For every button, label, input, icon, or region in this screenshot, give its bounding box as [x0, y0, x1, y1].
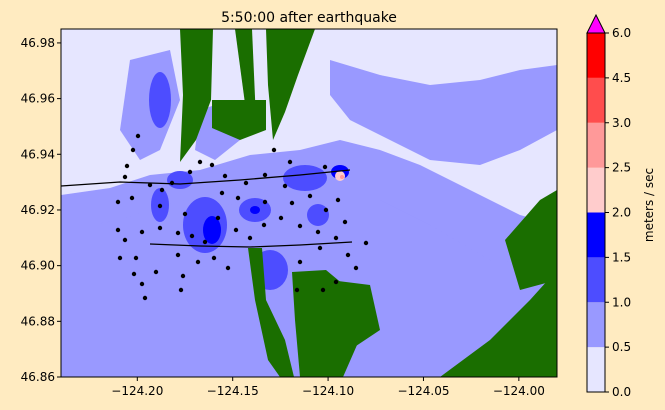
vessel-track	[61, 169, 353, 248]
colorbar-tick-label: 4.5	[612, 71, 631, 85]
map-plot-area	[61, 29, 557, 377]
colorbar-segment	[587, 302, 605, 348]
track-markers	[115, 133, 369, 301]
y-tick-label: 46.92	[21, 203, 55, 217]
y-tick-label: 46.86	[21, 370, 55, 384]
y-tick-label: 46.96	[21, 92, 55, 106]
colorbar-tick-label: 0.5	[612, 340, 631, 354]
chart-title: 5:50:00 after earthquake	[221, 10, 397, 26]
x-tick-label: −124.10	[302, 384, 354, 398]
colorbar-segment	[587, 33, 605, 78]
x-tick-label: −124.00	[493, 384, 545, 398]
speed-regions-2.0-3.0	[335, 171, 345, 181]
x-tick-label: −124.15	[207, 384, 259, 398]
land-areas	[180, 29, 557, 377]
colorbar-extend-arrow	[586, 13, 606, 34]
plot-frame	[60, 28, 558, 378]
y-axis: 46.86 46.88 46.90 46.92 46.94 46.96 46.98	[21, 36, 61, 384]
y-tick-label: 46.94	[21, 147, 55, 161]
colorbar-segment	[587, 77, 605, 123]
x-tick-label: −124.20	[111, 384, 163, 398]
colorbar-segment	[587, 257, 605, 303]
colorbar-label-group: meters / sec	[642, 168, 656, 242]
colorbar-label: meters / sec	[642, 168, 656, 242]
colorbar-tick-label: 3.0	[612, 116, 631, 130]
y-tick-label: 46.98	[21, 36, 55, 50]
colorbar-tick-label: 1.0	[612, 295, 631, 309]
colorbar-tick-label: 2.5	[612, 161, 631, 175]
y-tick-label: 46.90	[21, 259, 55, 273]
colorbar-segment	[587, 122, 605, 168]
x-tick-label: −124.05	[397, 384, 449, 398]
colorbar-tick-label: 1.5	[612, 250, 631, 264]
colorbar-segment	[587, 167, 605, 213]
colorbar-tick-label: 2.0	[612, 206, 631, 220]
colorbar-segment	[587, 347, 605, 392]
colorbar-segment	[587, 212, 605, 258]
colorbar-tick-label: 0.0	[612, 385, 631, 399]
y-tick-label: 46.88	[21, 314, 55, 328]
colorbar: 0.0 0.5 1.0 1.5 2.0 2.5 3.0 4.5 6.0	[586, 13, 631, 399]
x-axis: −124.20 −124.15 −124.10 −124.05 −124.00	[111, 377, 545, 398]
colorbar-tick-label: 6.0	[612, 26, 631, 40]
